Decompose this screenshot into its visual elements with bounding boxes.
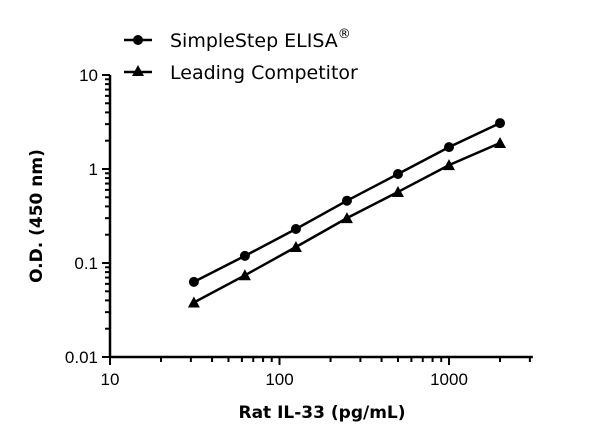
data-point-circle <box>239 250 250 261</box>
x-tick-label: 100 <box>265 370 293 389</box>
data-point-triangle <box>443 159 455 171</box>
axes: 10 100 1000 0.01 0.1 1 10 <box>65 66 533 389</box>
y-tick-label: 0.1 <box>74 254 98 273</box>
plot-area <box>187 118 507 308</box>
data-point-triangle <box>289 240 302 252</box>
series-competitor <box>187 137 507 308</box>
data-point-circle <box>392 168 403 179</box>
data-point-triangle <box>187 296 200 308</box>
y-axis-label: O.D. (450 nm) <box>27 149 47 283</box>
data-point-triangle <box>238 269 251 281</box>
y-tick-label: 10 <box>79 66 98 85</box>
y-tick-label: 1 <box>89 160 98 179</box>
data-point-circle <box>341 195 352 206</box>
data-point-circle <box>444 142 454 153</box>
legend-marker-circle <box>133 35 143 45</box>
x-axis-label: Rat IL-33 (pg/mL) <box>238 403 405 423</box>
data-point-circle <box>290 223 301 234</box>
data-point-circle <box>495 118 506 129</box>
legend-label-simplestep: SimpleStep ELISA® <box>170 27 351 52</box>
data-point-circle <box>188 276 199 287</box>
data-point-triangle <box>494 137 507 149</box>
legend-label-competitor: Leading Competitor <box>170 62 358 84</box>
x-tick-label: 10 <box>101 370 120 389</box>
legend-marker-triangle <box>132 65 144 76</box>
y-tick-label: 0.01 <box>65 348 98 367</box>
x-tick-label: 1000 <box>430 370 468 389</box>
legend: SimpleStep ELISA® Leading Competitor <box>124 27 358 84</box>
data-point-triangle <box>391 185 404 197</box>
series-simplestep <box>188 118 506 287</box>
data-point-triangle <box>340 212 353 224</box>
